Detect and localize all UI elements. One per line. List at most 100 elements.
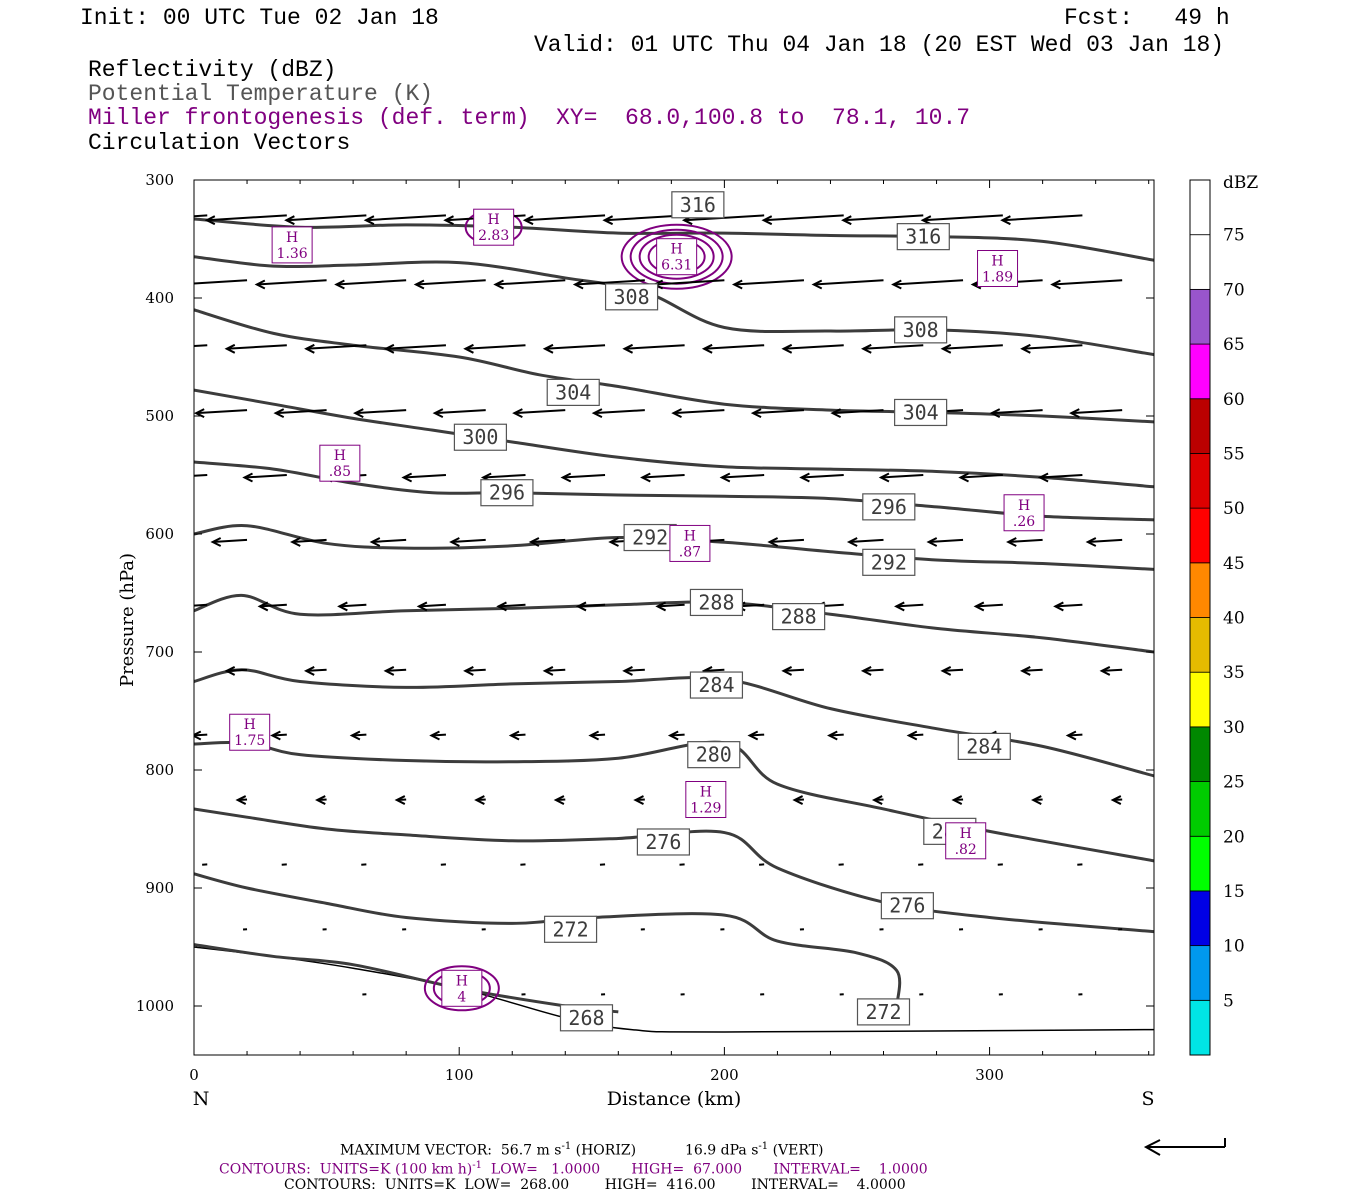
theta-label-268: 268: [559, 1004, 614, 1032]
circulation-vector: [989, 408, 1043, 419]
circulation-vector: [194, 279, 248, 285]
colorbar-swatch: [1189, 671, 1211, 728]
circulation-vector: [413, 279, 486, 290]
y-tick-label: 600: [145, 525, 174, 543]
colorbar-level-label: 40: [1223, 609, 1245, 629]
sup-vert: -1: [758, 1141, 769, 1152]
circulation-vector: [303, 666, 327, 676]
colorbar-level-label: 70: [1223, 280, 1245, 300]
circulation-vector: [622, 343, 685, 354]
theta-contour-info: CONTOURS: UNITS=K LOW= 268.00 HIGH= 416.…: [284, 1177, 906, 1193]
svg-text:296: 296: [489, 481, 525, 505]
circulation-vector: [474, 795, 486, 805]
circulation-vector: [1000, 214, 1083, 226]
svg-text:284: 284: [966, 734, 1002, 758]
circulation-vector: [731, 279, 805, 290]
frontogenesis-max-1.29: H1.29: [685, 781, 727, 818]
theta-contour-316: [194, 217, 1154, 262]
circulation-vector: [257, 601, 287, 612]
colorbar-frame: [1189, 179, 1211, 1056]
svg-text:1.29: 1.29: [690, 801, 721, 817]
circulation-vector: [204, 214, 287, 226]
colorbar-level-label: 20: [1223, 827, 1245, 847]
circulation-vector: [463, 343, 526, 354]
circulation-vector: [337, 601, 367, 612]
svg-text:H: H: [456, 973, 468, 989]
circulation-vector: [1020, 666, 1043, 676]
svg-text:300: 300: [462, 425, 498, 449]
x-tick-label: 200: [710, 1066, 739, 1084]
frontogenesis-max-4: H4: [441, 969, 483, 1007]
circulation-vector: [811, 279, 884, 290]
colorbar-swatch: [1189, 288, 1211, 345]
circulation-vector: [958, 472, 1003, 483]
svg-text:2.83: 2.83: [478, 228, 509, 244]
frontogenesis-contour: [620, 223, 733, 290]
svg-text:1.89: 1.89: [982, 270, 1013, 286]
circulation-vector: [633, 795, 645, 805]
circulation-vector: [747, 730, 765, 741]
circulation-vector: [846, 537, 884, 547]
circulation-vector: [273, 408, 327, 419]
frontogenesis-contour: [423, 965, 500, 1012]
contours-range-purple: LOW= 1.0000 HIGH= 67.000 INTERVAL= 1.000…: [482, 1161, 928, 1178]
frontogenesis-max-1.89: H1.89: [977, 250, 1019, 287]
colorbar: 5 10 15 20 25 30 35 40 45 50 55 60 65 70 75 dBZ: [1189, 173, 1258, 1056]
svg-text:280: 280: [696, 743, 732, 767]
theta-label-316: 316: [671, 191, 725, 219]
colorbar-level-label: 55: [1223, 444, 1245, 464]
colorbar-level-label: 75: [1223, 226, 1245, 246]
circulation-vector: [827, 730, 844, 741]
svg-text:308: 308: [614, 285, 650, 309]
field-miller-frontogenesis: Miller frontogenesis (def. term): [88, 105, 530, 131]
svg-text:.26: .26: [1013, 514, 1035, 530]
circulation-vector: [906, 730, 924, 741]
theta-label-296: 296: [862, 493, 916, 521]
circulation-vector: [1085, 537, 1123, 547]
circulation-vector: [304, 343, 367, 354]
svg-text:H: H: [684, 528, 696, 544]
circulation-vector: [830, 408, 884, 419]
circulation-vector: [496, 601, 526, 612]
circulation-vector: [235, 795, 248, 805]
frontogenesis-max-6.31: H6.31: [656, 238, 698, 276]
colorbar-swatch: [1189, 835, 1211, 892]
svg-text:308: 308: [903, 318, 939, 342]
circulation-vector: [394, 795, 407, 805]
circulation-vector: [1069, 408, 1123, 419]
circulation-vector: [894, 601, 924, 612]
circulation-vector: [553, 795, 566, 805]
circulation-vector: [940, 666, 964, 676]
frontogenesis-max-.87: H.87: [669, 524, 711, 562]
y-tick-label: 500: [145, 407, 174, 425]
svg-text:H: H: [334, 448, 346, 464]
contour-label-layer: 316 316 308 308 304 304 300 296 296 292 292 288 288 2…: [229, 191, 1045, 1032]
circulation-vector: [560, 472, 606, 483]
circulation-vector: [667, 730, 685, 741]
circulation-vector: [508, 730, 526, 741]
north-label: N: [193, 1088, 210, 1110]
circulation-vector: [572, 279, 645, 290]
circulation-vector: [951, 795, 964, 805]
circulation-vector: [622, 666, 645, 676]
circulation-vector: [940, 343, 1003, 354]
circulation-vector: [284, 214, 367, 226]
theta-contour-288: [194, 593, 1154, 654]
svg-text:292: 292: [871, 550, 907, 574]
colorbar-swatch: [1189, 507, 1211, 564]
circulation-vector: [1037, 472, 1083, 483]
circulation-vector: [1031, 795, 1043, 805]
circulation-vector: [542, 666, 566, 676]
y-tick-label: 400: [145, 289, 174, 307]
theta-label-296: 296: [480, 479, 534, 507]
colorbar-title: dBZ: [1223, 173, 1258, 193]
circulation-vector: [401, 472, 446, 483]
circulation-vector: [383, 343, 446, 354]
colorbar-level-label: 35: [1223, 663, 1245, 683]
circulation-vector: [926, 537, 964, 547]
svg-text:6.31: 6.31: [661, 258, 692, 274]
y-tick-label: 900: [145, 879, 174, 897]
colorbar-swatch: [1189, 343, 1211, 400]
circulation-vector: [860, 666, 884, 676]
colorbar-swatch: [1189, 945, 1211, 1001]
